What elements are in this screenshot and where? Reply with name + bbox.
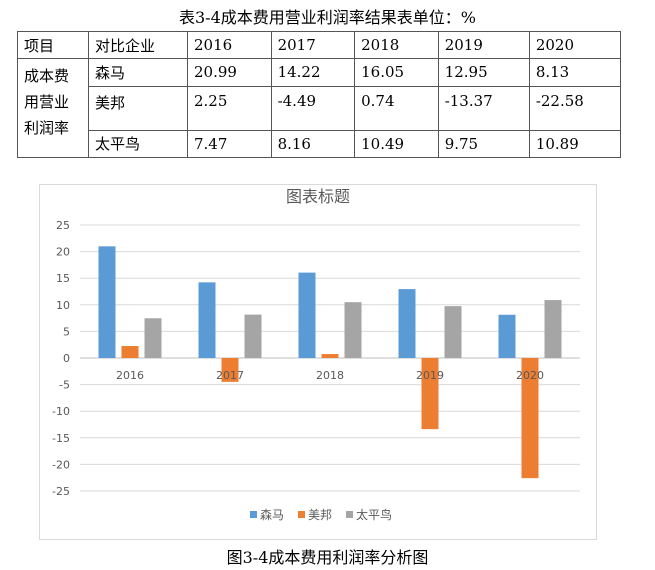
bar xyxy=(198,282,216,358)
value-cell: 8.16 xyxy=(270,129,356,159)
value-cell: 0.74 xyxy=(354,85,439,131)
bar-chart-svg: 图表标题 25 20 15 10 5 0 -5 -10 -15 -20 -25 2016 2017 201… xyxy=(52,187,580,522)
legend-label: 美邦 xyxy=(308,508,332,522)
bar xyxy=(421,358,439,430)
figure-caption: 图3-4成本费用利润率分析图 xyxy=(226,548,429,567)
bar xyxy=(521,358,539,479)
y-tick-label: -15 xyxy=(52,432,70,445)
company-cell: 森马 xyxy=(88,58,188,87)
chart-title: 图表标题 xyxy=(286,187,350,206)
bar xyxy=(444,306,462,358)
x-tick-label: 2020 xyxy=(516,369,544,382)
y-tick-label: -5 xyxy=(59,379,70,392)
header-cell: 2018 xyxy=(354,30,439,60)
x-tick-label: 2019 xyxy=(416,369,444,382)
bar xyxy=(498,314,516,358)
value-cell: 12.95 xyxy=(437,58,530,87)
bar xyxy=(544,300,562,358)
bar xyxy=(98,246,116,358)
bar xyxy=(244,314,262,358)
table-row: 美邦 2.25 -4.49 0.74 -13.37 -22.58 xyxy=(18,85,622,131)
value-cell: 9.75 xyxy=(437,129,530,159)
header-cell: 2019 xyxy=(437,30,530,60)
y-tick-label: 25 xyxy=(56,219,70,232)
table-row: 太平鸟 7.47 8.16 10.49 9.75 10.89 xyxy=(18,129,622,159)
bar-chart: 图表标题 25 20 15 10 5 0 -5 -10 -15 -20 -25 2016 2017 201… xyxy=(39,184,597,540)
value-cell: 10.49 xyxy=(354,129,439,159)
header-cell: 2020 xyxy=(528,30,622,60)
value-cell: 20.99 xyxy=(187,58,272,87)
value-cell: 16.05 xyxy=(354,58,439,87)
y-tick-label: 20 xyxy=(56,246,70,259)
x-tick-label: 2016 xyxy=(116,369,144,382)
bar xyxy=(144,318,162,358)
legend-label: 太平鸟 xyxy=(356,507,392,522)
value-cell: -13.37 xyxy=(437,85,530,131)
header-cell: 2016 xyxy=(187,30,272,60)
legend-swatch xyxy=(298,511,305,518)
value-cell: 8.13 xyxy=(528,58,622,87)
value-cell: -22.58 xyxy=(528,85,622,131)
value-cell: 7.47 xyxy=(187,129,272,159)
table-header-row: 项目 对比企业 2016 2017 2018 2019 2020 xyxy=(17,30,622,60)
y-tick-label: -25 xyxy=(52,485,70,498)
company-cell: 美邦 xyxy=(88,85,188,131)
legend-label: 森马 xyxy=(260,507,284,522)
profit-rate-table: 项目 对比企业 2016 2017 2018 2019 2020 成本费用营业利… xyxy=(17,30,622,159)
legend-swatch xyxy=(346,511,353,518)
x-tick-label: 2017 xyxy=(216,369,244,382)
y-tick-label: 10 xyxy=(56,299,70,312)
table-row: 成本费用营业利润率 森马 20.99 14.22 16.05 12.95 8.1… xyxy=(17,58,622,158)
bar xyxy=(221,358,239,382)
value-cell: -4.49 xyxy=(270,85,356,131)
company-cell: 太平鸟 xyxy=(88,129,188,159)
y-tick-label: -10 xyxy=(52,405,70,418)
bar xyxy=(121,346,139,358)
item-label-cell: 成本费用营业利润率 xyxy=(17,58,89,158)
table-caption: 表3-4成本费用营业利润率结果表单位：% xyxy=(179,8,476,27)
value-cell: 2.25 xyxy=(187,85,272,131)
value-cell: 10.89 xyxy=(528,129,622,159)
y-tick-label: 5 xyxy=(63,325,70,338)
y-tick-label: 0 xyxy=(63,352,70,365)
bar xyxy=(321,354,339,358)
header-cell: 2017 xyxy=(270,30,356,60)
bar xyxy=(344,302,362,358)
y-tick-label: -20 xyxy=(52,458,70,471)
x-tick-label: 2018 xyxy=(316,369,344,382)
header-cell: 对比企业 xyxy=(88,30,188,60)
legend-swatch xyxy=(250,511,257,518)
header-cell: 项目 xyxy=(17,30,89,60)
value-cell: 14.22 xyxy=(270,58,356,87)
y-tick-label: 15 xyxy=(56,272,70,285)
bar xyxy=(398,289,416,358)
bar xyxy=(298,272,316,358)
